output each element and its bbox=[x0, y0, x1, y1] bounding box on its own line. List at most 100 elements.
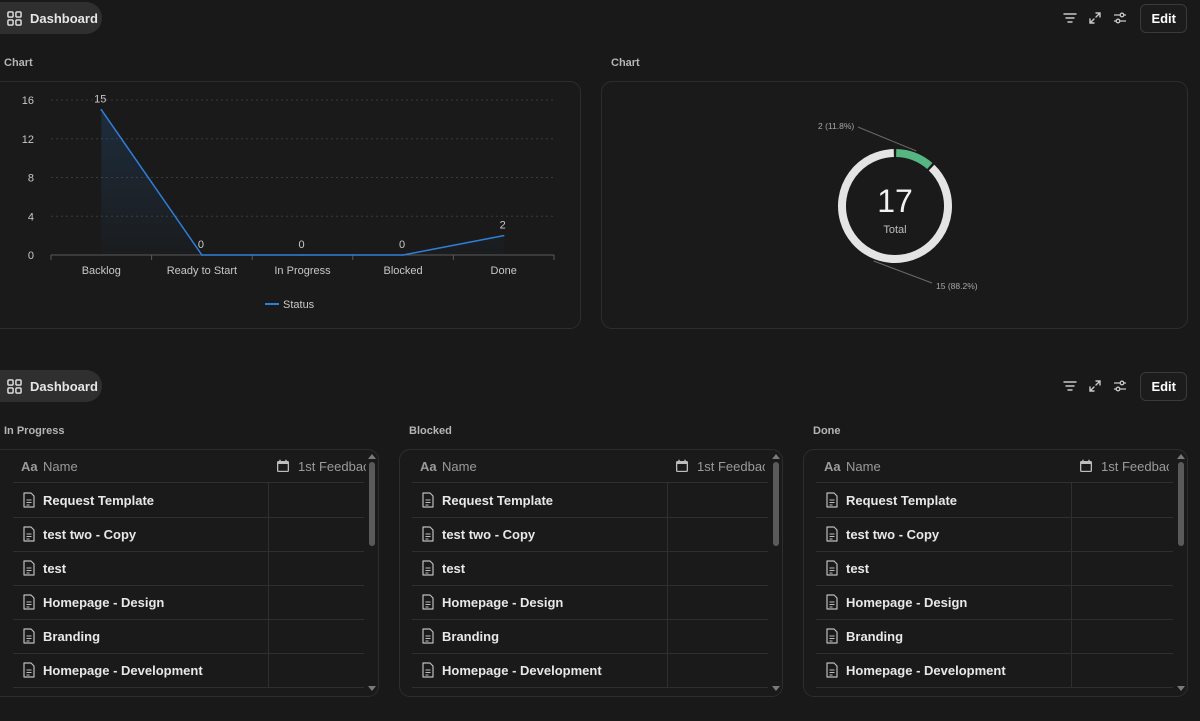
scrollbar-thumb[interactable] bbox=[1178, 462, 1184, 546]
table-row[interactable]: test bbox=[412, 551, 768, 586]
date-column-label: 1st Feedback bbox=[298, 458, 366, 474]
row-name: Homepage - Development bbox=[442, 662, 602, 678]
page-icon bbox=[422, 594, 434, 610]
line-chart-title: Chart bbox=[4, 57, 33, 69]
filter-icon[interactable] bbox=[1063, 379, 1078, 393]
page-icon bbox=[826, 628, 838, 644]
page-icon bbox=[23, 560, 35, 576]
edit-button[interactable]: Edit bbox=[1140, 371, 1187, 401]
scroll-down-arrow[interactable] bbox=[368, 686, 376, 691]
row-name: Branding bbox=[442, 628, 500, 644]
column-divider bbox=[1071, 619, 1072, 653]
table-row[interactable] bbox=[13, 687, 364, 696]
scroll-up-arrow[interactable] bbox=[368, 454, 376, 459]
donut-slice bbox=[838, 149, 952, 263]
calendar-icon bbox=[1080, 459, 1092, 472]
table-title: Done bbox=[813, 425, 841, 437]
filter-icon[interactable] bbox=[1063, 11, 1078, 25]
legend-label: Status bbox=[283, 299, 315, 311]
table-row[interactable]: test two - Copy bbox=[13, 517, 364, 552]
date-column-label: 1st Feedback bbox=[1101, 458, 1169, 474]
page-icon bbox=[23, 594, 35, 610]
table-row[interactable]: Request Template bbox=[816, 483, 1173, 518]
data-point bbox=[301, 254, 304, 256]
column-divider bbox=[268, 653, 269, 687]
row-name: test bbox=[43, 560, 67, 576]
slice-label: 15 (88.2%) bbox=[936, 281, 978, 291]
table-row[interactable]: Request Template bbox=[412, 483, 768, 518]
table-card: Aa Name 1st Feedback Request Template test t… bbox=[803, 449, 1188, 697]
column-divider bbox=[667, 551, 668, 585]
page-icon bbox=[23, 628, 35, 644]
table-row[interactable]: Homepage - Design bbox=[13, 585, 364, 620]
row-name: Homepage - Design bbox=[442, 594, 564, 610]
table-row[interactable] bbox=[412, 687, 768, 696]
column-divider bbox=[667, 653, 668, 687]
table-row[interactable]: Homepage - Development bbox=[816, 653, 1173, 688]
settings-sliders-icon[interactable] bbox=[1113, 379, 1127, 393]
data-label: 0 bbox=[198, 239, 204, 251]
row-name: test two - Copy bbox=[442, 526, 536, 542]
expand-icon[interactable] bbox=[1088, 379, 1102, 393]
scroll-up-arrow[interactable] bbox=[1177, 454, 1185, 459]
text-property-icon: Aa bbox=[21, 458, 38, 474]
table-row[interactable]: Homepage - Design bbox=[412, 585, 768, 620]
bottom-toolbar: Edit bbox=[1052, 371, 1187, 401]
series-area bbox=[101, 109, 504, 255]
table-row[interactable]: test bbox=[816, 551, 1173, 586]
page-icon bbox=[422, 526, 434, 542]
donut-chart-title: Chart bbox=[611, 57, 640, 69]
column-divider bbox=[268, 619, 269, 653]
calendar-icon bbox=[676, 459, 688, 472]
date-column-header[interactable]: 1st Feedback bbox=[1079, 450, 1169, 482]
scroll-up-arrow[interactable] bbox=[772, 454, 780, 459]
page-icon bbox=[23, 526, 35, 542]
dashboard-tab[interactable]: Dashboard bbox=[0, 2, 102, 34]
table-row[interactable]: Request Template bbox=[13, 483, 364, 518]
y-tick-label: 8 bbox=[28, 173, 34, 185]
name-column-header[interactable]: Name bbox=[846, 458, 881, 474]
table-row[interactable]: test two - Copy bbox=[412, 517, 768, 552]
scroll-down-arrow[interactable] bbox=[772, 686, 780, 691]
scrollbar-thumb[interactable] bbox=[773, 462, 779, 546]
date-column-label: 1st Feedback bbox=[697, 458, 765, 474]
name-column-header[interactable]: Name bbox=[442, 458, 477, 474]
settings-sliders-icon[interactable] bbox=[1113, 11, 1127, 25]
scroll-down-arrow[interactable] bbox=[1177, 686, 1185, 691]
date-column-header[interactable]: 1st Feedback bbox=[276, 450, 366, 482]
table-row[interactable]: test bbox=[13, 551, 364, 586]
table-title: In Progress bbox=[4, 425, 65, 437]
table-row[interactable]: Homepage - Development bbox=[13, 653, 364, 688]
column-divider bbox=[268, 517, 269, 551]
table-header: Aa Name 1st Feedback bbox=[13, 450, 366, 483]
dashboard-label: Dashboard bbox=[30, 378, 98, 394]
table-row[interactable]: Homepage - Development bbox=[412, 653, 768, 688]
name-column-header[interactable]: Name bbox=[43, 458, 78, 474]
page-icon bbox=[826, 594, 838, 610]
expand-icon[interactable] bbox=[1088, 11, 1102, 25]
x-tick-label: In Progress bbox=[274, 265, 331, 277]
dashboard-grid-icon bbox=[7, 10, 22, 26]
edit-button[interactable]: Edit bbox=[1140, 3, 1187, 33]
table-row[interactable]: test two - Copy bbox=[816, 517, 1173, 552]
table-row[interactable]: Homepage - Design bbox=[816, 585, 1173, 620]
table-row[interactable] bbox=[816, 687, 1173, 696]
scrollbar-thumb[interactable] bbox=[369, 462, 375, 546]
column-divider bbox=[667, 517, 668, 551]
table-row[interactable]: Branding bbox=[412, 619, 768, 654]
dashboard-tab-2[interactable]: Dashboard bbox=[0, 370, 102, 402]
column-divider bbox=[1071, 585, 1072, 619]
column-divider bbox=[1071, 653, 1072, 687]
x-tick-label: Ready to Start bbox=[167, 265, 237, 277]
y-tick-label: 0 bbox=[28, 250, 34, 262]
date-column-header[interactable]: 1st Feedback bbox=[675, 450, 765, 482]
donut-total-value: 17 bbox=[877, 183, 913, 219]
column-divider bbox=[268, 585, 269, 619]
page-icon bbox=[422, 628, 434, 644]
table-row[interactable]: Branding bbox=[13, 619, 364, 654]
row-name: Homepage - Development bbox=[43, 662, 203, 678]
data-label: 0 bbox=[399, 239, 405, 251]
table-row[interactable]: Branding bbox=[816, 619, 1173, 654]
x-tick-label: Backlog bbox=[82, 265, 121, 277]
page-icon bbox=[826, 662, 838, 678]
